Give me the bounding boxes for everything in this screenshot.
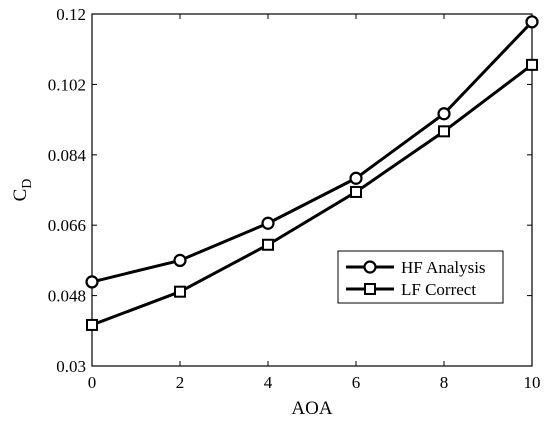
x-tick-label: 4 xyxy=(264,373,273,392)
y-tick-label: 0.048 xyxy=(48,287,86,306)
y-tick-label: 0.03 xyxy=(56,357,86,376)
y-tick-label: 0.102 xyxy=(48,75,86,94)
series-line-1 xyxy=(91,63,533,327)
x-tick-label: 6 xyxy=(352,373,361,392)
data-point-lf xyxy=(350,185,362,198)
data-point-lf xyxy=(86,318,98,331)
y-tick-label: 0.084 xyxy=(48,146,87,165)
x-tick-label: 2 xyxy=(176,373,185,392)
legend-marker-hf xyxy=(363,260,377,274)
svg-text:CD: CD xyxy=(10,179,35,202)
legend-label-lf: LF Correct xyxy=(401,280,476,299)
data-point-hf xyxy=(85,275,99,289)
series-layer xyxy=(85,15,539,331)
y-axis-label-main: C xyxy=(10,189,31,202)
plot-frame xyxy=(91,13,533,367)
data-point-lf xyxy=(526,58,538,71)
x-axis-label: AOA xyxy=(291,398,332,419)
x-tick-label: 0 xyxy=(88,373,97,392)
data-point-hf xyxy=(349,171,363,185)
data-point-lf xyxy=(438,125,450,138)
series-line-0 xyxy=(91,20,534,284)
data-point-hf xyxy=(173,253,187,267)
data-point-hf xyxy=(525,15,539,29)
data-point-hf xyxy=(261,216,275,230)
y-axis-label: CD xyxy=(10,179,35,202)
legend: HF Analysis LF Correct xyxy=(337,250,504,304)
legend-marker-lf xyxy=(364,283,376,295)
legend-label-hf: HF Analysis xyxy=(401,258,486,277)
y-axis-ticks: 0.03 0.048 0.066 0.084 0.102 0.12 xyxy=(48,5,532,376)
y-tick-label: 0.12 xyxy=(56,5,86,24)
y-tick-label: 0.066 xyxy=(48,216,86,235)
data-point-hf xyxy=(437,107,451,121)
x-axis-ticks: 0 2 4 6 8 10 xyxy=(88,14,541,392)
y-axis-label-subscript: D xyxy=(20,179,35,189)
x-tick-label: 8 xyxy=(440,373,449,392)
x-tick-label: 10 xyxy=(524,373,541,392)
data-point-lf xyxy=(174,285,186,298)
data-point-lf xyxy=(262,238,274,251)
